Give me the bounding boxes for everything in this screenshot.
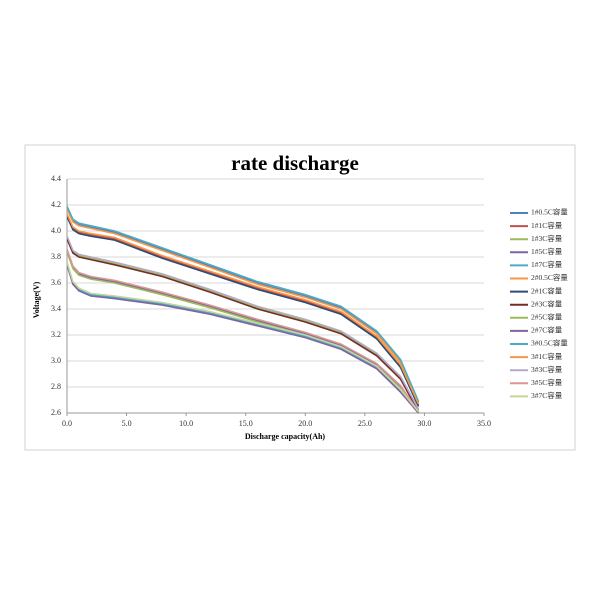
legend-label: 1#0.5C容量 — [531, 207, 568, 217]
legend-label: 3#0.5C容量 — [531, 338, 568, 348]
x-tick-label: 5.0 — [122, 419, 132, 428]
legend-label: 2#3C容量 — [531, 298, 563, 308]
series-line — [67, 237, 420, 411]
series-line — [67, 208, 420, 405]
series-line — [67, 213, 420, 405]
y-tick-label: 2.6 — [51, 408, 61, 417]
x-tick-label: 25.0 — [358, 419, 372, 428]
legend-label: 1#1C容量 — [531, 220, 563, 230]
legend-label: 3#1C容量 — [531, 351, 563, 361]
legend-label: 1#3C容量 — [531, 233, 563, 243]
legend-label: 3#3C容量 — [531, 364, 563, 374]
x-tick-label: 15.0 — [239, 419, 253, 428]
y-tick-label: 4.4 — [51, 174, 61, 183]
legend-label: 3#7C容量 — [531, 390, 563, 400]
series-line — [67, 263, 420, 413]
y-tick-label: 3.0 — [51, 356, 61, 365]
x-tick-label: 10.0 — [179, 419, 193, 428]
y-tick-label: 3.8 — [51, 252, 61, 261]
legend-label: 1#5C容量 — [531, 246, 563, 256]
y-tick-label: 3.6 — [51, 278, 61, 287]
legend-label: 2#1C容量 — [531, 285, 563, 295]
y-tick-label: 4.2 — [51, 200, 61, 209]
x-tick-label: 20.0 — [298, 419, 312, 428]
series-line — [67, 250, 420, 413]
legend-label: 3#5C容量 — [531, 377, 563, 387]
series-line — [67, 235, 420, 410]
y-axis-label: Voltage(V) — [32, 281, 41, 318]
series-line — [67, 261, 420, 413]
x-tick-label: 0.0 — [62, 419, 72, 428]
series-line — [67, 248, 420, 413]
series-line — [67, 264, 420, 413]
x-axis-label: Discharge capacity(Ah) — [245, 432, 326, 441]
series-line — [67, 207, 420, 403]
y-tick-label: 4.0 — [51, 226, 61, 235]
series-line — [67, 205, 420, 402]
legend-label: 1#7C容量 — [531, 259, 563, 269]
series-line — [67, 216, 420, 407]
y-tick-label: 3.2 — [51, 330, 61, 339]
legend-label: 2#7C容量 — [531, 325, 563, 335]
chart-title: rate discharge — [231, 151, 359, 175]
y-tick-label: 2.8 — [51, 382, 61, 391]
legend-label: 2#5C容量 — [531, 312, 563, 322]
x-tick-label: 30.0 — [417, 419, 431, 428]
x-tick-label: 35.0 — [477, 419, 491, 428]
legend-label: 2#0.5C容量 — [531, 272, 568, 282]
series-line — [67, 215, 420, 406]
series-line — [67, 238, 420, 413]
y-tick-label: 3.4 — [51, 304, 61, 313]
